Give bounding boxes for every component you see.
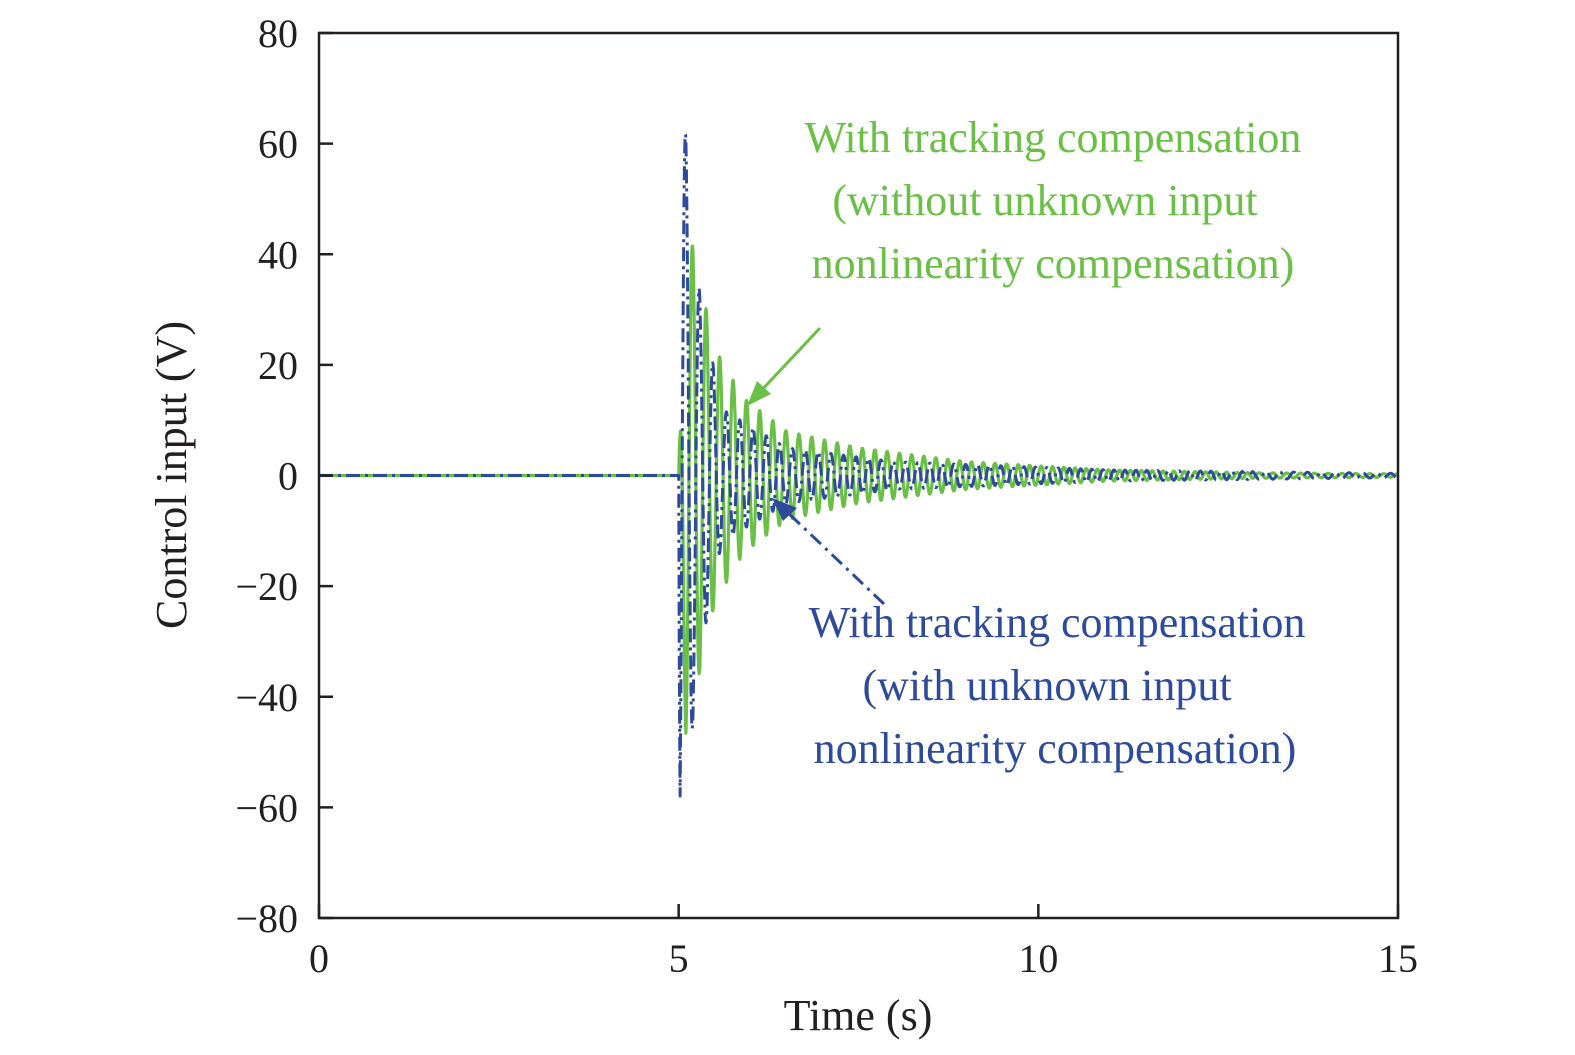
annotation-green-line-2: (without unknown input (832, 176, 1257, 225)
y-axis-title: Control input (V) (147, 321, 196, 629)
series-line-without-nonlinearity-comp (319, 244, 1400, 735)
annotation-blue: With tracking compensation (with unknown… (772, 498, 1305, 773)
y-tick-label: 40 (258, 232, 298, 277)
series-layer (319, 132, 1400, 798)
x-tick-label: 10 (1018, 936, 1058, 981)
y-tick-label: −60 (235, 785, 298, 830)
y-tick-label: 60 (258, 122, 298, 167)
annotation-blue-arrow-line (783, 508, 886, 606)
y-tick-label: −20 (235, 564, 298, 609)
annotation-green-line-1: With tracking compensation (805, 113, 1302, 162)
x-axis-title: Time (s) (784, 991, 933, 1040)
annotation-blue-line-1: With tracking compensation (809, 598, 1306, 647)
annotation-blue-line-2: (with unknown input (862, 661, 1231, 710)
y-tick-label: −80 (235, 896, 298, 941)
x-tick-label: 15 (1378, 936, 1418, 981)
annotation-green-arrow-line (756, 326, 822, 396)
annotation-green-line-3: nonlinearity compensation) (812, 239, 1295, 288)
annotation-green-arrowhead (747, 381, 771, 406)
x-tick-label: 0 (309, 936, 329, 981)
ticks-layer (317, 31, 1400, 920)
y-tick-label: 0 (278, 454, 298, 499)
annotation-blue-line-3: nonlinearity compensation) (814, 724, 1297, 773)
annotation-green: With tracking compensation (without unkn… (747, 113, 1301, 406)
series-line-with-nonlinearity-comp (319, 132, 1400, 798)
labels-layer: 0 5 10 15 80 60 40 20 0 −20 −40 −60 −80 (235, 11, 1418, 981)
y-tick-label: 20 (258, 343, 298, 388)
y-tick-label: 80 (258, 11, 298, 56)
annotation-blue-arrowhead (772, 498, 797, 521)
y-tick-label: −40 (235, 675, 298, 720)
x-tick-label: 5 (669, 936, 689, 981)
